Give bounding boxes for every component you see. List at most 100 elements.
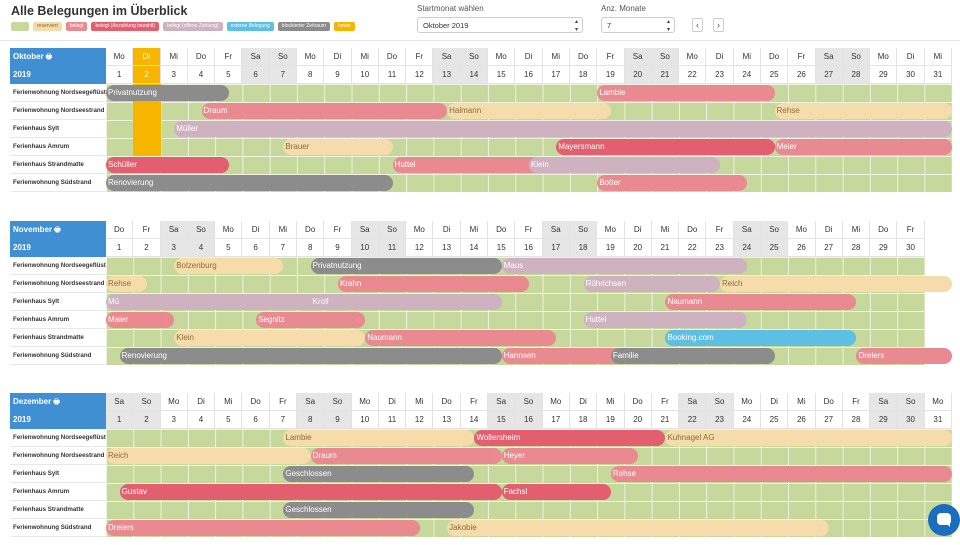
property-label: Ferienwohnung Nordseegeflüster bbox=[10, 429, 106, 447]
booking-bar[interactable]: Huttel bbox=[392, 157, 557, 173]
weekday-label: Mi bbox=[160, 48, 188, 66]
booking-bar[interactable]: Klein bbox=[529, 157, 721, 173]
weekday-label: Sa bbox=[160, 221, 188, 239]
day-number: 7 bbox=[269, 239, 298, 257]
booking-bar[interactable]: Lambie bbox=[597, 85, 775, 101]
booking-bar[interactable]: Jakobie bbox=[447, 520, 830, 536]
booking-bar[interactable]: Gustav bbox=[119, 484, 502, 500]
month-name[interactable]: Dezember 🖶 bbox=[10, 393, 106, 411]
day-number: 31 bbox=[924, 411, 952, 429]
day-number: 19 bbox=[597, 66, 625, 84]
booking-grid[interactable] bbox=[106, 257, 925, 365]
month-name[interactable]: November 🖶 bbox=[10, 221, 106, 239]
booking-bar[interactable]: Naumann bbox=[365, 330, 557, 346]
print-icon[interactable]: 🖶 bbox=[53, 399, 60, 406]
property-label: Ferienhaus Amrum bbox=[10, 311, 106, 329]
next-month-button[interactable]: › bbox=[713, 18, 724, 32]
booking-bar[interactable]: Draum bbox=[201, 103, 448, 119]
booking-bar[interactable]: Segnitz bbox=[256, 312, 366, 328]
booking-bar[interactable]: Mayersmann bbox=[556, 139, 775, 155]
booking-bar[interactable]: Lambie bbox=[283, 430, 475, 446]
day-number: 1 bbox=[106, 411, 134, 429]
month-count-select[interactable]: 7 ▴ ▾ bbox=[601, 17, 675, 33]
day-number: 10 bbox=[351, 66, 379, 84]
booking-bar[interactable]: Huttel bbox=[583, 312, 748, 328]
booking-grid[interactable] bbox=[106, 429, 952, 537]
booking-bar[interactable]: Wollersheim bbox=[474, 430, 666, 446]
booking-bar[interactable]: Geschlossen bbox=[283, 502, 475, 518]
booking-bar[interactable]: Rehse bbox=[774, 103, 952, 119]
booking-bar[interactable]: Privatnutzung bbox=[106, 85, 229, 101]
day-number: 15 bbox=[488, 239, 516, 257]
booking-bar[interactable]: Privatnutzung bbox=[310, 258, 502, 274]
property-label: Ferienhaus Sylt bbox=[10, 465, 106, 483]
print-icon[interactable]: 🖶 bbox=[54, 227, 61, 234]
booking-bar[interactable]: Rehse bbox=[610, 466, 952, 482]
booking-bar[interactable]: Maus bbox=[501, 258, 748, 274]
month-block: Dezember 🖶 2019 Sa 1 So 2 Mo 3 Di 4 Mi 5 Do 6 Fr 7 Sa 8 So 9… bbox=[10, 393, 952, 537]
legend-item bbox=[11, 22, 29, 31]
prev-month-button[interactable]: ‹ bbox=[692, 18, 703, 32]
booking-bar[interactable]: Meier bbox=[774, 139, 952, 155]
booking-bar[interactable]: Reich bbox=[720, 276, 952, 292]
weekday-label: So bbox=[842, 48, 871, 66]
property-label: Ferienhaus Amrum bbox=[10, 138, 106, 156]
day-number: 15 bbox=[488, 66, 516, 84]
booking-bar[interactable]: Botter bbox=[597, 175, 748, 191]
booking-bar[interactable]: Dreiers bbox=[106, 520, 420, 536]
weekday-label: Mo bbox=[597, 221, 625, 239]
day-number: 21 bbox=[651, 66, 680, 84]
weekday-label: Sa bbox=[351, 221, 379, 239]
booking-grid[interactable] bbox=[106, 84, 952, 192]
start-month-label: Startmonat wählen bbox=[417, 4, 484, 13]
booking-bar[interactable]: Fachsl bbox=[501, 484, 611, 500]
print-icon[interactable]: 🖶 bbox=[45, 54, 53, 61]
day-number: 13 bbox=[433, 239, 461, 257]
booking-bar[interactable]: Familie bbox=[610, 348, 775, 364]
day-number: 19 bbox=[597, 411, 625, 429]
day-number: 5 bbox=[215, 411, 243, 429]
booking-bar[interactable]: Geschlossen bbox=[283, 466, 475, 482]
booking-bar[interactable]: Halmann bbox=[447, 103, 611, 119]
day-number: 22 bbox=[679, 411, 707, 429]
booking-bar[interactable]: Renovierung bbox=[106, 175, 393, 191]
property-label: Ferienhaus Amrum bbox=[10, 483, 106, 501]
day-number: 12 bbox=[406, 66, 434, 84]
month-name[interactable]: Oktober 🖶 bbox=[10, 48, 106, 66]
booking-bar[interactable]: Dreiers bbox=[856, 348, 952, 364]
booking-bar[interactable]: Heyer bbox=[501, 448, 639, 464]
weekday-label: Do bbox=[187, 48, 216, 66]
weekday-label: Do bbox=[106, 221, 134, 239]
booking-bar[interactable]: Maier bbox=[106, 312, 175, 328]
booking-bar[interactable]: Schüller bbox=[106, 157, 229, 173]
booking-bar[interactable]: Rehse bbox=[106, 276, 147, 292]
property-label: Ferienwohnung Nordseegeflüster bbox=[10, 257, 106, 275]
booking-bar[interactable]: Mü bbox=[106, 294, 338, 310]
booking-bar[interactable]: Müller bbox=[174, 121, 952, 137]
start-month-select[interactable]: Oktober 2019 ▴ ▾ bbox=[417, 17, 583, 33]
booking-bar[interactable]: Bolzenburg bbox=[174, 258, 284, 274]
booking-bar[interactable]: Naumann bbox=[665, 294, 857, 310]
weekday-label: So bbox=[706, 393, 734, 411]
booking-bar[interactable]: Reich bbox=[106, 448, 311, 464]
weekday-label: Fr bbox=[515, 221, 543, 239]
day-number: 8 bbox=[297, 239, 325, 257]
booking-bar[interactable]: Röhrichsen bbox=[583, 276, 721, 292]
property-label: Ferienwohnung Südstrand bbox=[10, 519, 106, 537]
weekday-label: So bbox=[515, 393, 543, 411]
booking-bar[interactable]: Klein bbox=[174, 330, 366, 346]
day-number: 18 bbox=[569, 66, 598, 84]
booking-bar[interactable]: Draum bbox=[310, 448, 502, 464]
day-number: 28 bbox=[842, 239, 871, 257]
booking-bar[interactable]: Renovierung bbox=[119, 348, 502, 364]
booking-bar[interactable]: Kuhnagel AG bbox=[665, 430, 952, 446]
day-number: 5 bbox=[215, 239, 243, 257]
legend-item: belegt (Anzahlung bezahlt) bbox=[91, 22, 159, 31]
booking-bar[interactable]: Hannsen bbox=[501, 348, 639, 364]
chat-button[interactable] bbox=[928, 504, 960, 536]
booking-bar[interactable]: Brauer bbox=[283, 139, 393, 155]
booking-bar[interactable]: Booking.com bbox=[665, 330, 857, 346]
booking-bar[interactable]: Krahn bbox=[337, 276, 529, 292]
booking-bar[interactable]: Kroll bbox=[310, 294, 502, 310]
day-number: 12 bbox=[406, 411, 434, 429]
